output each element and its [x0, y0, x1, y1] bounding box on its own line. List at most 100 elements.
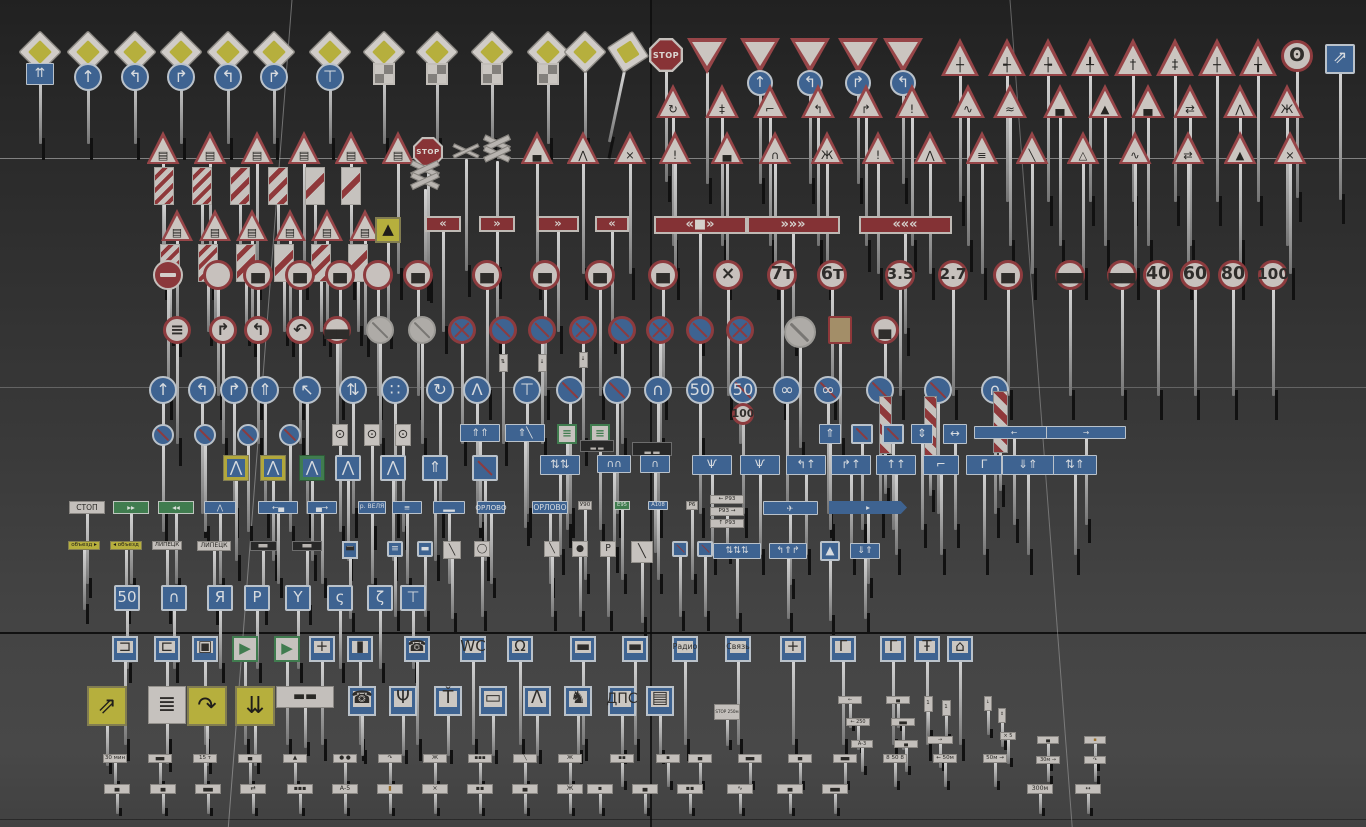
sign-white-square[interactable]: ⊙ — [395, 424, 411, 550]
sign-auxiliary-plate[interactable]: Ж — [558, 754, 582, 790]
sign-mandatory-blue-circle[interactable]: ⇅ — [339, 376, 367, 538]
sign-yellow-plate[interactable]: объезд ▸ — [68, 541, 100, 624]
sign-service-square[interactable]: ▬ — [570, 636, 596, 761]
sign-green-route-board[interactable]: Е95 — [614, 501, 630, 594]
sign-mandatory-blue-circle-slashed[interactable] — [556, 376, 584, 538]
sign-no-stopping-circle[interactable] — [726, 316, 754, 466]
sign-green-framed-square[interactable]: ▶ — [232, 636, 258, 761]
sign-auxiliary-plate[interactable]: У90 — [578, 501, 592, 594]
sign-prohibition-circle[interactable]: 100 — [732, 403, 754, 425]
sign-blue-info-square-slashed[interactable] — [672, 541, 688, 631]
sign-service-square[interactable]: + — [309, 636, 335, 761]
sign-no-stopping-circle[interactable] — [646, 316, 674, 466]
sign-mandatory-blue-circle[interactable]: ⇑ — [251, 376, 279, 538]
sign-warning-triangle[interactable]: ≈ — [993, 84, 1027, 272]
sign-mandatory-blue-circle[interactable]: ↰ — [890, 70, 916, 96]
sign-give-way-triangle[interactable] — [883, 38, 923, 204]
sign-service-square[interactable]: Ω — [507, 636, 533, 761]
sign-blue-info-square[interactable]: ⋀ — [335, 455, 361, 581]
sign-warning-triangle[interactable]: ↰ — [801, 84, 835, 272]
sign-blue-info-square[interactable]: Р — [244, 585, 270, 683]
sign-give-way-triangle[interactable] — [740, 38, 780, 204]
sign-service-square[interactable]: WC — [460, 636, 486, 761]
sign-auxiliary-plate[interactable]: ▄ — [886, 696, 910, 731]
sign-auxiliary-plate[interactable]: ╲ — [513, 754, 537, 790]
sign-mandatory-blue-circle[interactable]: ∞ — [773, 376, 801, 538]
sign-priority-road-diamond[interactable] — [66, 30, 110, 160]
sign-auxiliary-plate[interactable]: ▪▪▪ — [287, 784, 313, 816]
sign-vertical-plate[interactable]: ↓ — [537, 354, 547, 372]
sign-prohibition-circle[interactable]: ▄ — [871, 316, 899, 466]
sign-yellow-plate[interactable]: ◂ объезд — [110, 541, 142, 624]
sign-auxiliary-plate[interactable]: ↷ — [1084, 756, 1106, 784]
sign-prohibition-circle[interactable]: 2.7 — [938, 260, 968, 420]
sign-vertical-plate[interactable]: ⇅ — [498, 354, 508, 372]
sign-green-route-board[interactable]: ▸▸ — [113, 501, 149, 598]
sign-auxiliary-plate[interactable]: ▄ — [688, 754, 712, 790]
sign-white-text-board[interactable]: СТОП — [69, 501, 105, 598]
sign-auxiliary-plate[interactable]: ← — [838, 696, 862, 731]
sign-end-of-restriction-gray-circle[interactable] — [366, 316, 394, 466]
sign-end-of-restriction-gray-circle[interactable] — [408, 316, 436, 466]
sign-blue-rect-board[interactable]: ∩∩ — [597, 455, 631, 573]
sign-warning-triangle[interactable]: ┽ — [988, 38, 1026, 226]
sign-auxiliary-plate[interactable]: ▄▄ — [822, 784, 848, 816]
sign-auxiliary-plate[interactable]: ▄ — [512, 784, 538, 816]
sign-service-square[interactable]: ▤ — [646, 686, 674, 764]
sign-service-square[interactable]: Γ — [830, 636, 856, 761]
sign-warning-triangle[interactable]: ▲ — [1223, 131, 1257, 300]
sign-service-square[interactable]: ▮ — [347, 636, 373, 761]
sign-auxiliary-plate[interactable]: А-5 — [332, 784, 358, 816]
sign-priority-road-diamond[interactable] — [206, 30, 250, 160]
sign-no-entry-circle[interactable] — [153, 260, 183, 420]
sign-auxiliary-plate[interactable]: ▪ — [656, 754, 680, 790]
sign-service-square[interactable]: Ť — [434, 686, 462, 764]
sign-mandatory-blue-circle[interactable]: ∩ — [644, 376, 672, 538]
sign-service-square[interactable]: Γ — [880, 636, 906, 761]
sign-blue-rect-board[interactable]: ←▄ — [258, 501, 298, 598]
sign-auxiliary-plate[interactable]: ▪▪▪ — [468, 754, 492, 790]
sign-white-text-board[interactable]: ▬▬ — [276, 686, 334, 756]
sign-prohibition-circle[interactable]: ↱ — [209, 316, 237, 466]
sign-priority-road-diamond[interactable] — [18, 30, 62, 160]
sign-vertical-plate[interactable]: ↓ — [984, 696, 993, 738]
sign-no-stopping-circle[interactable] — [448, 316, 476, 466]
sign-auxiliary-plate[interactable]: ∿ — [727, 784, 753, 816]
sign-auxiliary-plate[interactable]: ▪▪ — [467, 784, 493, 816]
sign-auxiliary-plate[interactable]: 30 мин — [103, 754, 127, 790]
sign-prohibition-circle[interactable]: ʘ — [1281, 40, 1313, 222]
sign-blue-info-square[interactable]: ⊤ — [400, 585, 426, 683]
sign-priority-road-diamond[interactable] — [308, 30, 352, 160]
sign-blue-info-square[interactable]: ⋀ — [380, 455, 406, 581]
sign-prohibition-circle[interactable]: × — [713, 260, 743, 420]
sign-auxiliary-plate[interactable]: ← Р93 — [710, 495, 744, 504]
sign-warning-triangle[interactable]: ┼ — [941, 38, 979, 226]
sign-auxiliary-plate[interactable]: ↷ — [378, 754, 402, 790]
sign-warning-triangle[interactable]: ⇄ — [1173, 84, 1207, 272]
sign-railway-cross-multi[interactable] — [410, 160, 440, 301]
sign-warning-triangle[interactable]: × — [613, 131, 647, 300]
sign-blue-info-square[interactable]: Я — [207, 585, 233, 683]
sign-auxiliary-plate[interactable]: 300м — [1027, 784, 1053, 816]
sign-chevron-direction-board[interactable]: » — [479, 216, 515, 354]
sign-blue-info-square[interactable]: ▬ — [417, 541, 433, 631]
sign-service-square[interactable]: ⌂ — [947, 636, 973, 761]
sign-auxiliary-plate[interactable]: ▪▪ — [610, 754, 634, 790]
sign-service-square[interactable]: ▬ — [622, 636, 648, 761]
sign-auxiliary-plate[interactable]: ▄▄ — [891, 718, 915, 753]
sign-mandatory-blue-circle[interactable]: ↻ — [426, 376, 454, 538]
sign-white-square[interactable]: ╲ — [631, 541, 653, 637]
sign-service-square[interactable]: ▣ — [192, 636, 218, 761]
sign-prohibition-circle[interactable]: ▄ — [325, 260, 355, 420]
sign-countdown-bar-1[interactable] — [305, 167, 325, 279]
sign-give-way-triangle[interactable] — [838, 38, 878, 204]
sign-white-plate[interactable]: ЛИПЕЦК — [197, 541, 231, 625]
sign-mandatory-blue-circle[interactable]: ↱ — [167, 63, 195, 91]
sign-service-square[interactable]: ⊏ — [154, 636, 180, 761]
sign-mandatory-blue-circle-slashed[interactable] — [237, 424, 259, 550]
sign-blue-rect-board[interactable]: ⇑⇑ — [460, 424, 500, 546]
sign-service-square[interactable]: ▭ — [479, 686, 507, 764]
sign-mandatory-blue-circle[interactable]: ↱ — [220, 376, 248, 538]
sign-blue-rect-board[interactable]: Γ — [966, 455, 1002, 575]
sign-crossing-square-green-frame[interactable]: ⋀ — [299, 455, 325, 581]
